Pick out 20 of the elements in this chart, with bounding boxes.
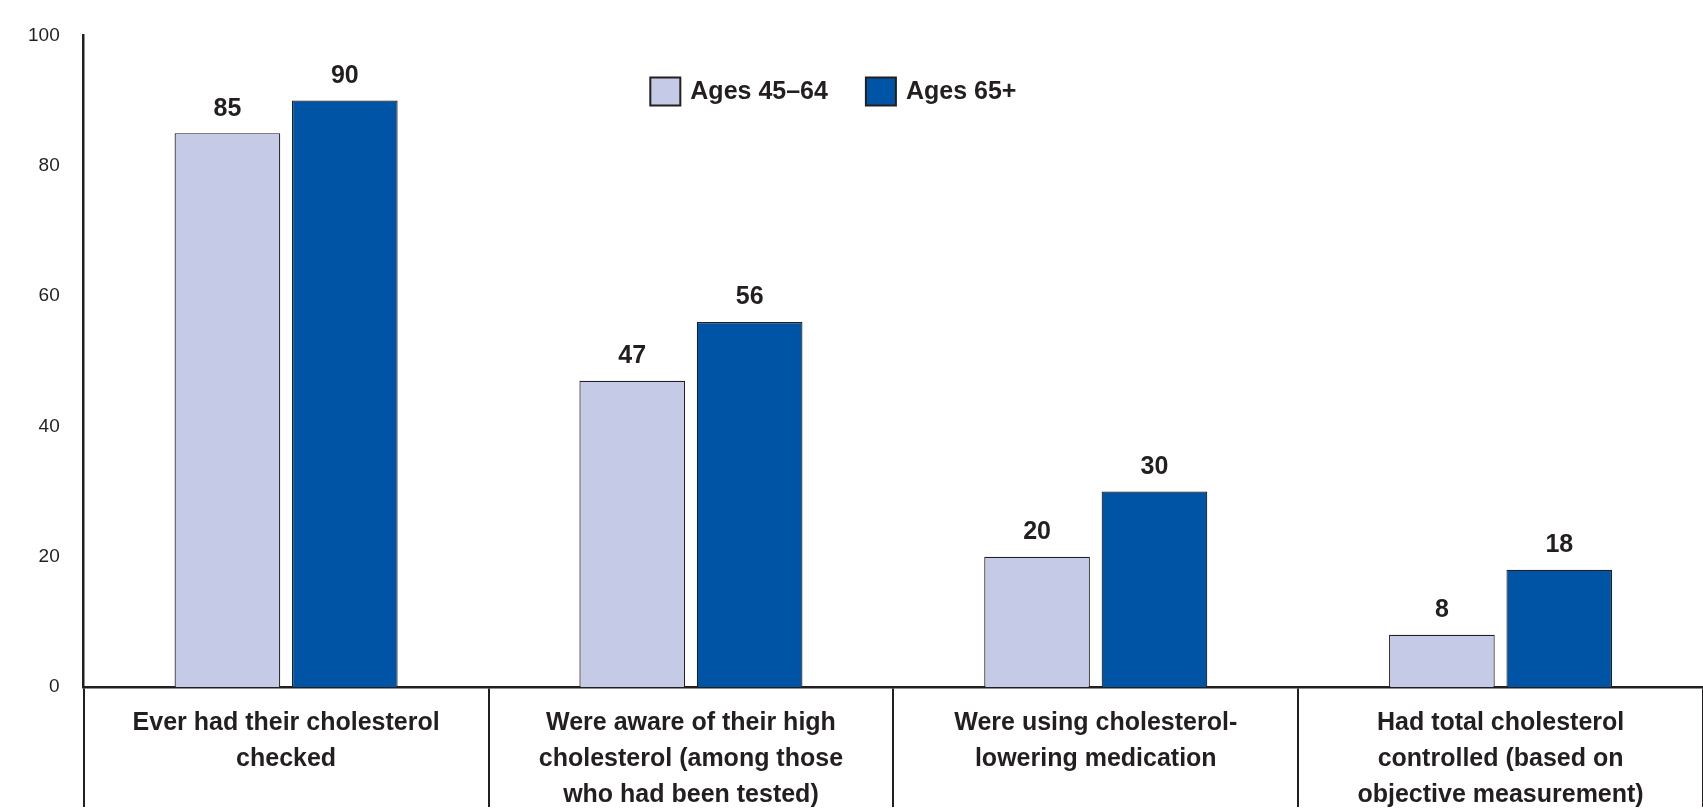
data-label: 90 <box>330 59 359 88</box>
y-tick-label: 40 <box>38 414 60 436</box>
y-tick-label: 60 <box>38 284 60 306</box>
data-label: 30 <box>1140 450 1169 479</box>
y-tick-label: 100 <box>28 23 60 45</box>
data-label: 8 <box>1434 594 1449 623</box>
data-label: 85 <box>213 92 242 121</box>
x-tick-label: Were using cholesterol-lowering medication <box>954 707 1238 772</box>
data-label: 56 <box>735 281 764 310</box>
x-tick-label: Were aware of their high cholesterol (among those who had been tested) <box>538 707 844 808</box>
data-label: 20 <box>1023 516 1051 545</box>
x-tick-label: Had total cholesterol controlled (based on objective measurement) <box>1357 707 1644 808</box>
y-tick-label: 0 <box>49 675 60 697</box>
data-label: 47 <box>618 340 647 369</box>
legend-label: Ages 45–64 <box>690 76 828 105</box>
legend-label: Ages 65+ <box>905 76 1017 105</box>
y-tick-label: 80 <box>38 153 60 175</box>
x-tick-label: Ever had their cholesterol checked <box>132 707 440 772</box>
y-tick-label: 20 <box>38 544 60 566</box>
data-label: 18 <box>1545 529 1574 558</box>
